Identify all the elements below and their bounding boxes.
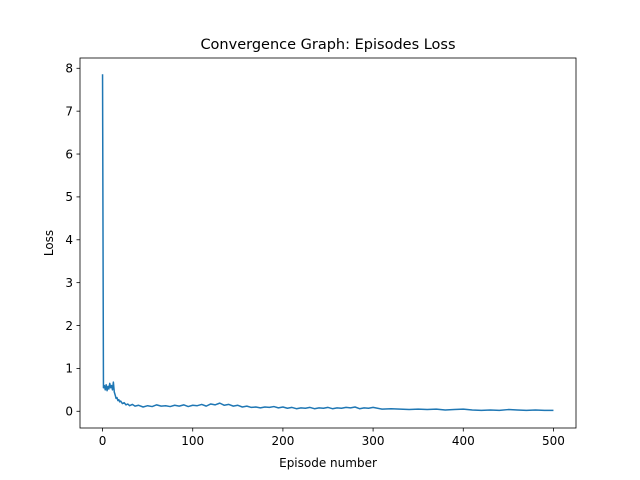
y-tick-label: 6: [65, 147, 73, 161]
y-tick-label: 3: [65, 276, 73, 290]
y-tick-label: 7: [65, 104, 73, 118]
y-tick-label: 0: [65, 405, 73, 419]
x-axis-label: Episode number: [279, 456, 377, 470]
y-tick-label: 5: [65, 190, 73, 204]
y-tick-label: 8: [65, 62, 73, 76]
x-tick-label: 100: [181, 434, 204, 448]
x-tick-label: 300: [362, 434, 385, 448]
chart-title: Convergence Graph: Episodes Loss: [200, 37, 455, 53]
y-tick-label: 4: [65, 233, 73, 247]
y-tick-label: 2: [65, 319, 73, 333]
x-tick-label: 200: [271, 434, 294, 448]
plot-background: [80, 58, 576, 428]
x-tick-label: 500: [542, 434, 565, 448]
x-tick-label: 400: [452, 434, 475, 448]
plot-frame: [79, 57, 577, 429]
x-tick-label: 0: [99, 434, 107, 448]
series-line-0: [101, 74, 554, 412]
y-axis-label: Loss: [42, 230, 56, 256]
y-tick-label: 1: [65, 362, 73, 376]
